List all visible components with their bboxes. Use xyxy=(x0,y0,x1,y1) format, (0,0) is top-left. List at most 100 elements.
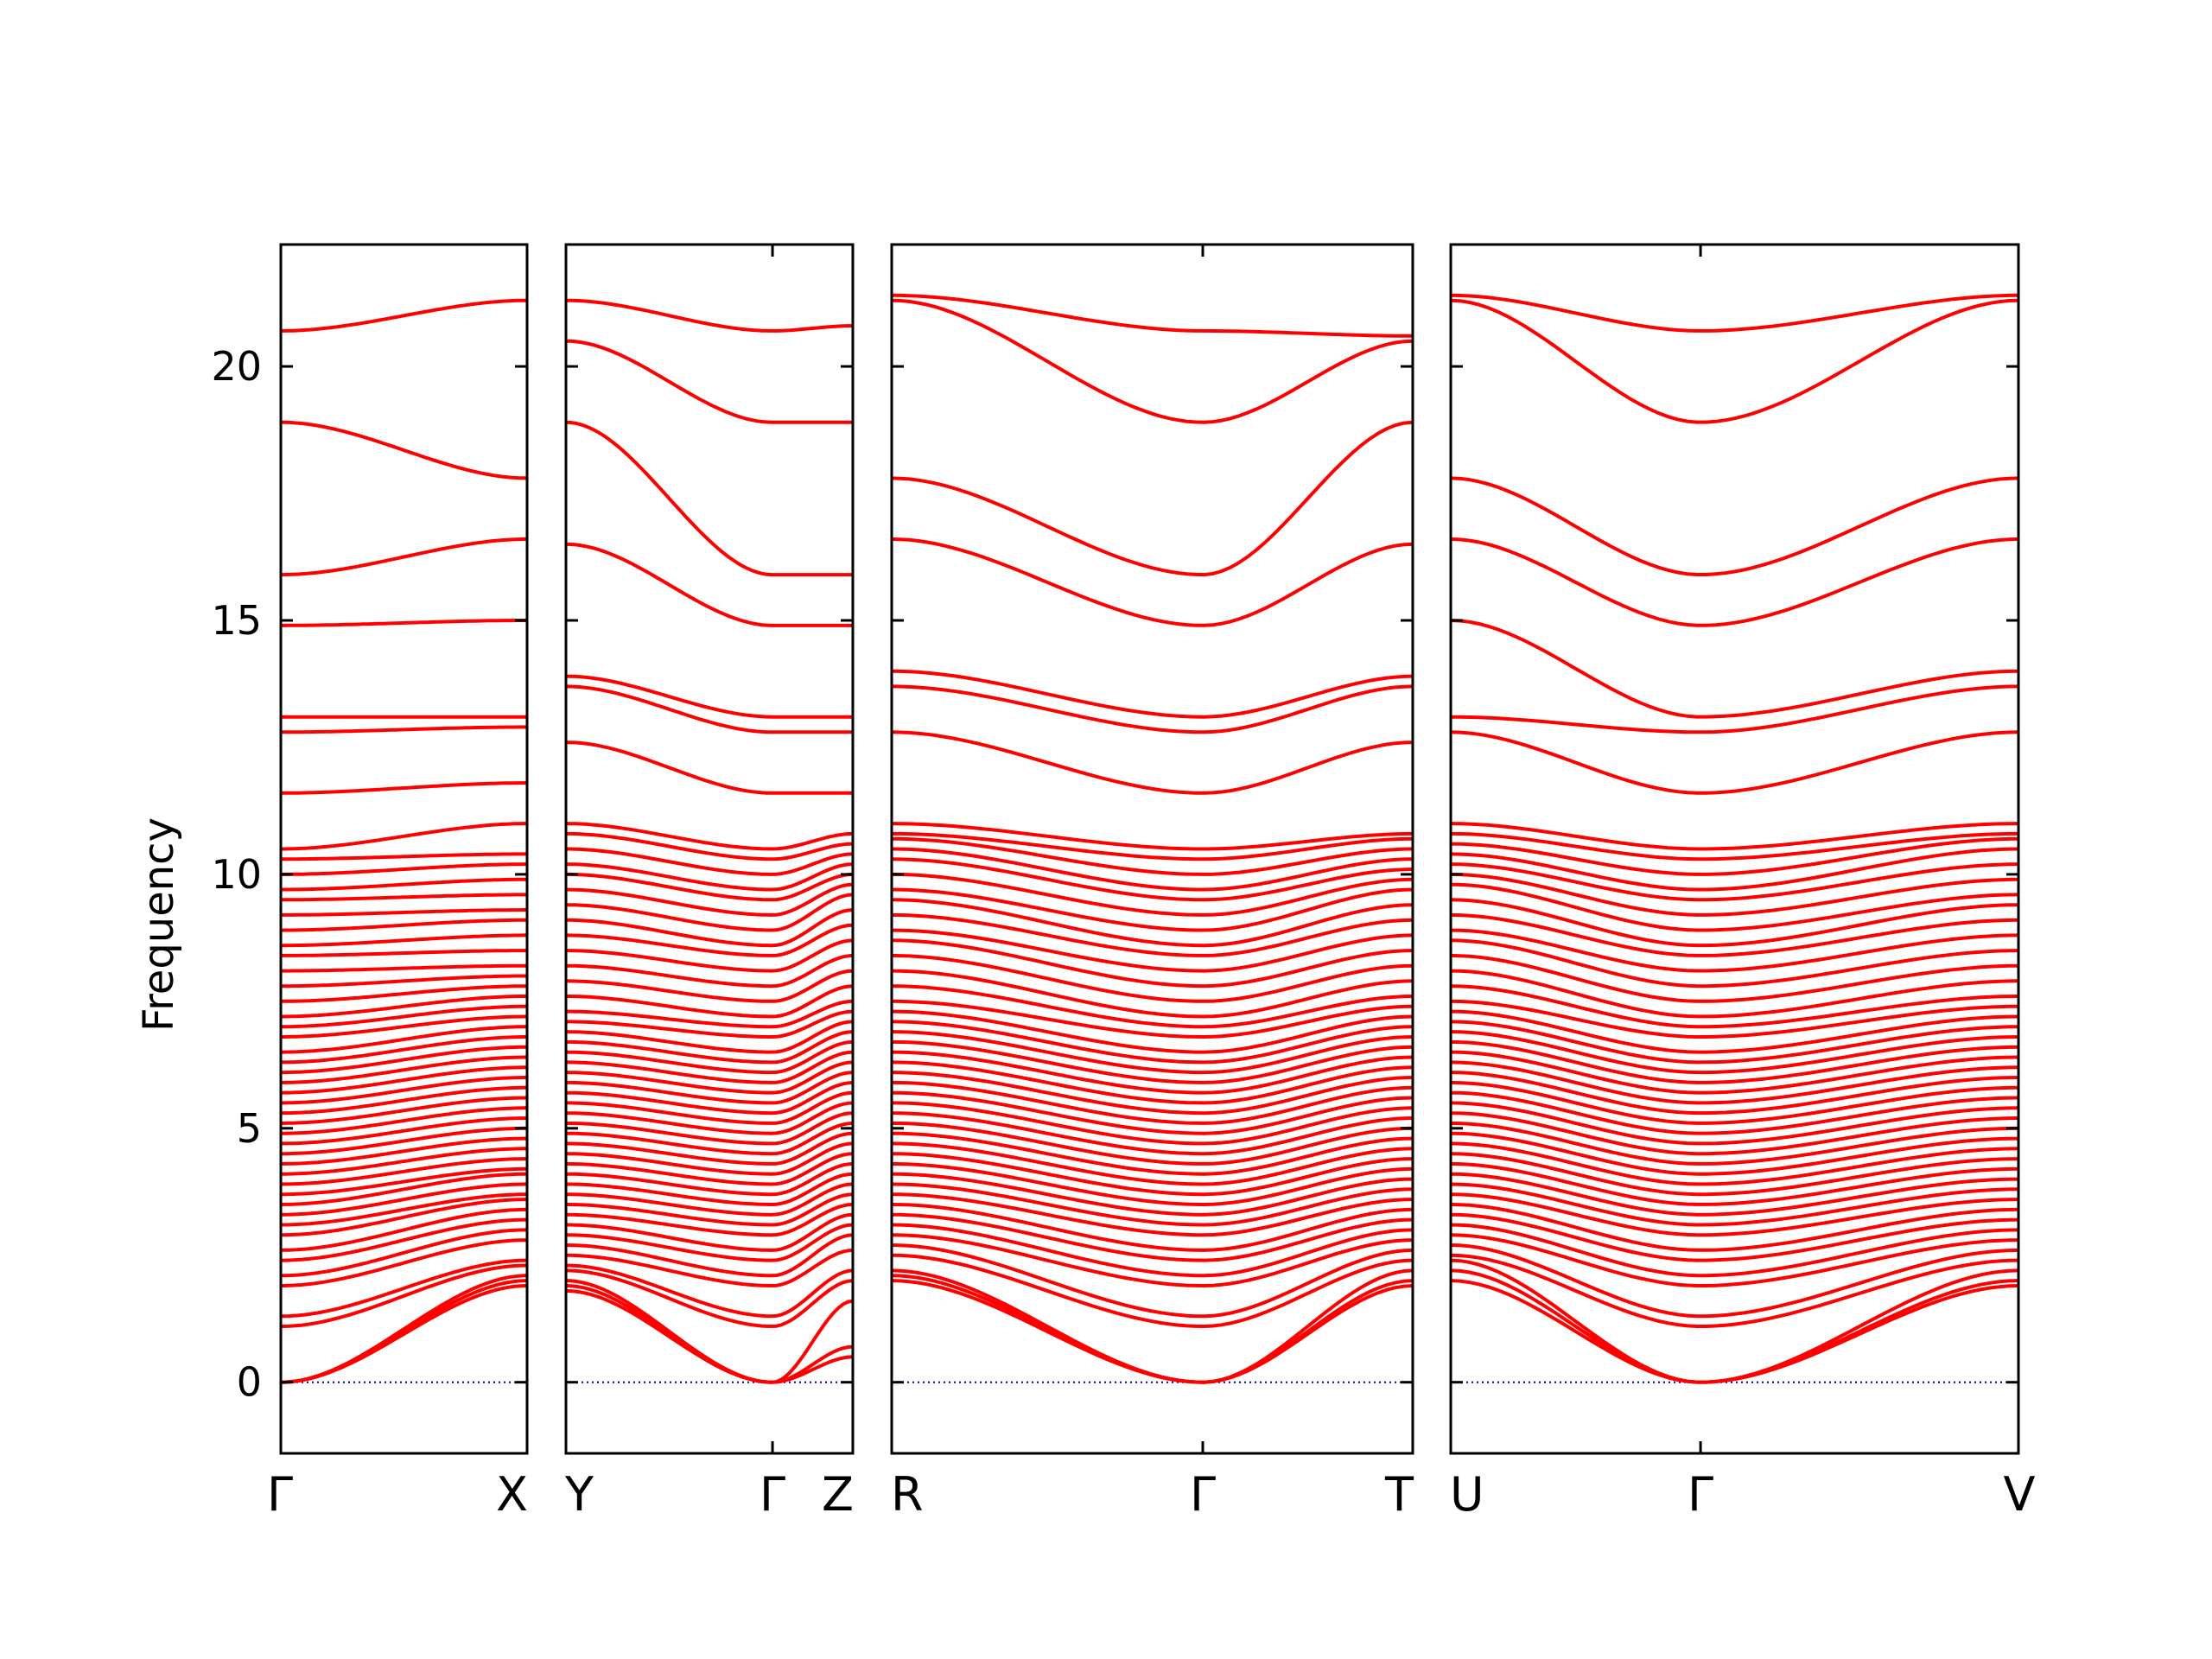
band-line xyxy=(1450,1223,2019,1278)
band-line xyxy=(891,1111,1414,1156)
band-line xyxy=(891,1020,1414,1065)
band-line xyxy=(281,1014,527,1039)
band-line xyxy=(281,963,527,973)
band-line xyxy=(891,1152,1414,1197)
band-line xyxy=(891,1101,1414,1146)
band-line xyxy=(280,537,528,577)
band-line xyxy=(281,1263,528,1328)
panel-frame xyxy=(564,243,855,1455)
band-line xyxy=(891,1223,1414,1278)
band-line xyxy=(281,933,527,948)
band-line xyxy=(1450,882,2019,932)
band-line xyxy=(1450,1121,2019,1166)
band-line xyxy=(281,1045,528,1075)
band-line xyxy=(280,1284,528,1384)
band-line xyxy=(1450,928,2019,973)
band-line xyxy=(891,669,1414,719)
band-line xyxy=(1450,847,2019,892)
band-line xyxy=(566,847,854,876)
band-line xyxy=(1450,999,2019,1039)
band-line xyxy=(1450,984,2019,1029)
band-line xyxy=(280,420,528,480)
y-tick-label: 0 xyxy=(237,1359,262,1406)
band-line xyxy=(891,1080,1414,1125)
panel-4 xyxy=(1449,243,2020,1455)
band-line xyxy=(1450,1101,2019,1146)
band-line xyxy=(891,1182,1414,1227)
band-line xyxy=(281,908,527,917)
band-line xyxy=(566,1212,854,1252)
band-line xyxy=(891,872,1414,917)
band-line xyxy=(891,969,1414,1019)
band-line xyxy=(1450,1182,2019,1227)
y-tick-label: 5 xyxy=(237,1105,262,1152)
band-line xyxy=(281,1035,527,1065)
band-line xyxy=(1450,1090,2019,1135)
band-line xyxy=(891,1161,1414,1207)
band-line xyxy=(281,822,527,851)
band-line xyxy=(891,1009,1414,1054)
kpoint-label: Y xyxy=(564,1467,594,1522)
band-line xyxy=(281,862,527,876)
band-line xyxy=(891,1030,1414,1075)
kpoint-label: X xyxy=(496,1467,528,1522)
band-line xyxy=(891,293,1413,338)
band-line xyxy=(565,1111,854,1146)
band-line xyxy=(566,831,854,861)
band-line xyxy=(565,741,853,795)
band-line xyxy=(1450,1258,2019,1384)
kpoint-label: T xyxy=(1384,1467,1414,1522)
band-line xyxy=(891,887,1414,932)
band-line xyxy=(280,1085,527,1116)
band-line xyxy=(565,1131,854,1166)
band-line xyxy=(891,1039,1414,1084)
band-line xyxy=(891,1203,1414,1252)
band-line xyxy=(565,339,853,424)
band-line xyxy=(1450,1071,2019,1116)
panel-frame xyxy=(890,243,1414,1455)
bands xyxy=(565,298,854,1384)
band-line xyxy=(566,1141,854,1176)
band-line xyxy=(566,984,854,1019)
band-line xyxy=(566,1050,854,1084)
bands xyxy=(280,298,528,1384)
band-line xyxy=(1450,1279,2019,1384)
band-line xyxy=(565,1223,854,1262)
band-line xyxy=(281,1116,528,1146)
band-line xyxy=(565,1060,854,1095)
band-line xyxy=(565,1268,854,1329)
band-line xyxy=(1450,969,2019,1019)
band-line xyxy=(1450,1152,2019,1197)
band-line xyxy=(1450,1192,2019,1237)
band-line xyxy=(1450,1233,2019,1287)
band-line xyxy=(565,674,853,719)
band-line xyxy=(891,684,1414,734)
band-line xyxy=(891,912,1414,957)
y-tick-label: 20 xyxy=(211,343,262,390)
band-line xyxy=(891,730,1414,795)
band-line xyxy=(281,877,527,892)
band-line xyxy=(566,908,854,948)
band-line xyxy=(891,1274,1414,1384)
band-line xyxy=(1450,298,2019,424)
band-line xyxy=(566,1172,854,1207)
band-line xyxy=(566,893,854,932)
band-line xyxy=(891,938,1414,988)
band-line xyxy=(891,298,1414,424)
band-line xyxy=(566,1071,854,1105)
band-line xyxy=(891,1090,1414,1135)
panel-2 xyxy=(564,243,855,1455)
band-line xyxy=(1451,684,2019,734)
band-line xyxy=(280,1258,528,1319)
kpoint-label: Γ xyxy=(760,1467,785,1522)
band-line xyxy=(891,822,1414,851)
band-line xyxy=(1450,1253,2019,1328)
band-line xyxy=(565,1182,854,1217)
band-line xyxy=(280,918,527,932)
band-line xyxy=(566,1121,854,1156)
band-line xyxy=(565,1203,854,1237)
band-line xyxy=(891,1172,1414,1217)
band-line xyxy=(1450,822,2019,851)
band-line xyxy=(281,1096,528,1125)
